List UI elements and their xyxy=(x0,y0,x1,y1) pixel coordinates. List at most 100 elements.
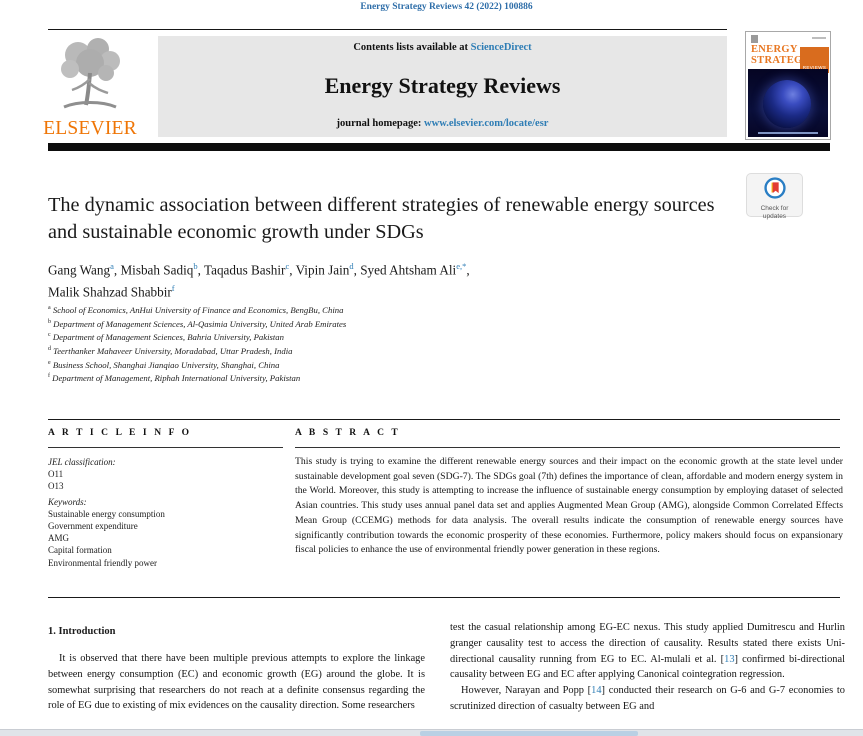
homepage-link[interactable]: www.elsevier.com/locate/esr xyxy=(424,118,549,129)
author-superscript: e,* xyxy=(456,261,467,271)
intro-heading: 1. Introduction xyxy=(48,626,116,637)
check-updates-label-line1: Check for xyxy=(760,205,789,212)
author-superscript: f xyxy=(171,283,175,294)
homepage-prefix: journal homepage: xyxy=(336,118,425,129)
affiliation-item: a School of Economics, AnHui University … xyxy=(48,303,528,317)
contents-prefix: Contents lists available at xyxy=(353,42,471,53)
reference-link-13[interactable]: 13 xyxy=(724,653,735,665)
cover-top-text-placeholder xyxy=(812,37,826,39)
journal-cover: ENERGY STRATEGY REVIEWS xyxy=(745,31,831,140)
jel-code: O13 xyxy=(48,481,64,492)
section-divider xyxy=(48,419,840,420)
affiliation-text: Business School, Shanghai Jianqiao Unive… xyxy=(52,359,280,370)
article-info-rule xyxy=(48,447,283,448)
journal-citation: Energy Strategy Reviews 42 (2022) 100886 xyxy=(360,2,533,12)
author-separator: , xyxy=(197,262,204,278)
cover-title-line1: ENERGY xyxy=(751,44,798,55)
keyword: Capital formation xyxy=(48,545,112,556)
introduction-section: 1. Introduction It is observed that ther… xyxy=(48,620,845,715)
cover-reviews-badge: REVIEWS xyxy=(800,47,829,73)
affiliation-text: Teerthanker Mahaveer University, Moradab… xyxy=(53,345,293,356)
globe-icon xyxy=(763,80,811,128)
author-separator: , xyxy=(353,262,361,278)
author-superscript: b xyxy=(193,261,198,271)
article-title: The dynamic association between differen… xyxy=(48,194,715,243)
author-name: Vipin Jain xyxy=(295,262,350,278)
intro-right-paragraph-2: However, Narayan and Popp [14] conducted… xyxy=(450,683,845,715)
cover-title-line2: STRATEGY xyxy=(751,54,811,66)
cover-title: ENERGY STRATEGY xyxy=(751,44,811,66)
header-top-rule xyxy=(48,29,727,30)
check-updates-label: Check for updates xyxy=(747,205,802,220)
keyword: AMG xyxy=(48,533,70,544)
scrollbar-thumb[interactable] xyxy=(420,731,638,736)
contents-line: Contents lists available at ScienceDirec… xyxy=(353,42,531,53)
jel-code: O11 xyxy=(48,469,64,480)
check-updates-icon xyxy=(763,177,786,203)
elsevier-logo: ELSEVIER xyxy=(42,33,138,141)
paragraph-text: test the casual relationship among EG-EC… xyxy=(450,622,845,665)
author-name: Taqadus Bashir xyxy=(203,262,286,278)
affiliation-text: Department of Management Sciences, Al-Qa… xyxy=(53,318,347,329)
keyword: Sustainable energy consumption xyxy=(48,508,165,519)
elsevier-wordmark: ELSEVIER xyxy=(43,118,137,139)
affiliation-item: d Teerthanker Mahaveer University, Morad… xyxy=(48,344,528,358)
author-superscript: c xyxy=(285,261,290,271)
keywords-label: Keywords: xyxy=(48,496,87,507)
check-updates-badge[interactable]: Check for updates xyxy=(746,173,803,220)
affiliation-superscript: e xyxy=(48,359,51,366)
paragraph-text: However, Narayan and Popp [ xyxy=(461,685,592,697)
affiliation-superscript: f xyxy=(48,373,50,380)
affiliation-superscript: b xyxy=(48,318,51,325)
affiliation-text: Department of Management, Riphah Interna… xyxy=(52,373,301,384)
header-black-bar xyxy=(48,143,830,151)
paragraph-text: ] confirmed bi-directional causality bet… xyxy=(450,653,845,681)
affiliation-item: f Department of Management, Riphah Inter… xyxy=(48,371,528,385)
intro-left-paragraph: It is observed that there have been mult… xyxy=(48,653,425,712)
journal-title: Energy Strategy Reviews xyxy=(324,72,561,98)
body-right-column: test the casual relationship among EG-EC… xyxy=(450,620,845,715)
author-name: Gang Wang xyxy=(48,262,111,278)
affiliation-text: Department of Management Sciences, Bahri… xyxy=(52,332,284,343)
check-updates-label-line2: updates xyxy=(762,212,787,220)
cover-mini-logo-icon xyxy=(751,35,758,43)
journal-header-box: Contents lists available at ScienceDirec… xyxy=(158,36,727,137)
article-info-heading: A R T I C L E I N F O xyxy=(48,428,192,438)
affiliation-superscript: a xyxy=(48,305,51,311)
affiliation-text: School of Economics, AnHui University of… xyxy=(52,304,344,315)
body-left-column: 1. Introduction It is observed that ther… xyxy=(48,620,425,715)
author-separator: , xyxy=(466,262,470,278)
section-divider xyxy=(48,597,840,598)
keywords-block: Keywords: Sustainable energy consumption… xyxy=(48,496,293,569)
author-separator: , xyxy=(113,262,121,278)
affiliation-item: e Business School, Shanghai Jianqiao Uni… xyxy=(48,358,528,372)
author-name: Misbah Sadiq xyxy=(120,262,194,278)
abstract-rule xyxy=(295,447,840,448)
homepage-line: journal homepage: www.elsevier.com/locat… xyxy=(337,118,549,129)
jel-label: JEL classification: xyxy=(48,457,116,467)
affiliation-superscript: c xyxy=(48,332,51,339)
elsevier-tree-icon xyxy=(42,33,138,117)
author-name: Syed Ahtsham Ali xyxy=(360,262,457,278)
article-info-body: JEL classification: O11 O13 Keywords: Su… xyxy=(48,456,293,569)
keyword: Environmental friendly power xyxy=(48,557,157,568)
affiliation-item: b Department of Management Sciences, Al-… xyxy=(48,317,528,331)
author-separator: , xyxy=(289,262,296,278)
reference-link-14[interactable]: 14 xyxy=(591,685,602,697)
author-superscript: d xyxy=(349,261,354,271)
affiliation-superscript: d xyxy=(48,346,51,353)
cover-globe-image xyxy=(748,69,828,137)
intro-right-paragraph-1: test the casual relationship among EG-EC… xyxy=(450,620,845,683)
author-list: Gang Wanga, Misbah Sadiqb, Taqadus Bashi… xyxy=(48,257,748,302)
author-name: Malik Shahzad Shabbir xyxy=(48,284,172,300)
affiliation-list: a School of Economics, AnHui University … xyxy=(48,303,528,385)
cover-footer-line xyxy=(758,132,818,134)
abstract-text: This study is trying to examine the diff… xyxy=(295,456,843,556)
horizontal-scrollbar[interactable] xyxy=(0,729,863,736)
keyword: Government expenditure xyxy=(48,521,138,532)
author-superscript: a xyxy=(110,261,114,271)
affiliation-item: c Department of Management Sciences, Bah… xyxy=(48,330,528,344)
paragraph-text: ] conducted their research on G-6 and G-… xyxy=(450,685,845,712)
sciencedirect-link[interactable]: ScienceDirect xyxy=(470,42,532,53)
